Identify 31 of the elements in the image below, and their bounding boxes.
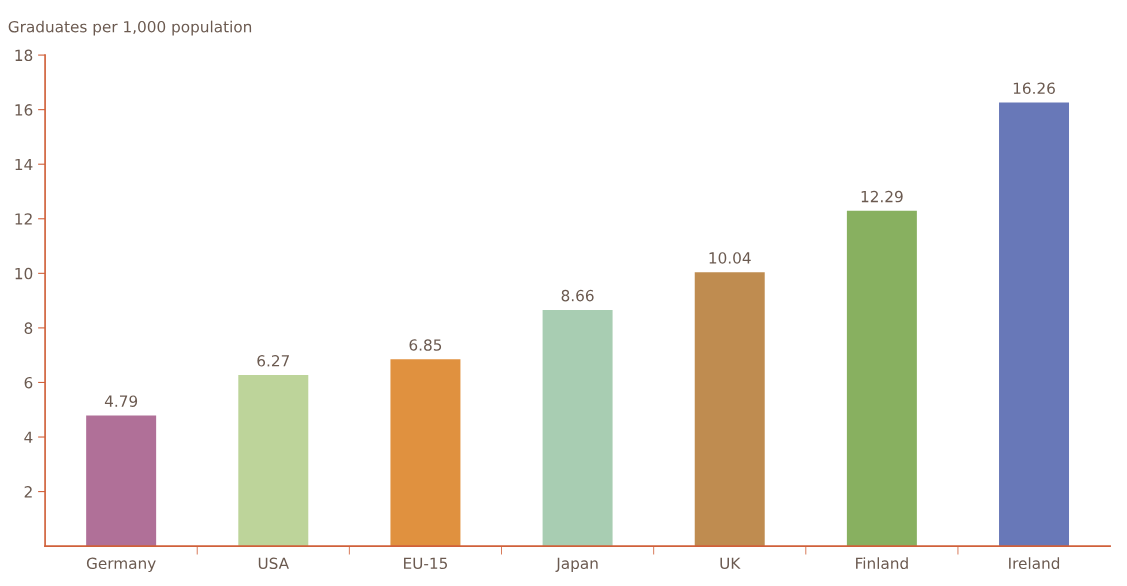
x-tick-label: Finland	[856, 557, 908, 570]
y-tick-label: 10	[15, 267, 33, 280]
y-tick-label: 14	[15, 158, 33, 171]
x-tick-label: Germany	[86, 557, 156, 573]
y-tick-label: 16	[15, 104, 33, 116]
data-label: 10.04	[709, 252, 751, 264]
bar	[846, 210, 917, 547]
x-tick-label: EU-15	[404, 557, 447, 570]
y-tick-label: 12	[15, 213, 32, 225]
x-tick-label: Ireland	[1009, 557, 1060, 570]
data-label: 4.79	[104, 395, 138, 407]
data-label: 16.26	[1013, 82, 1055, 95]
data-label: 12.29	[861, 190, 903, 203]
x-tick-label: USA	[258, 557, 289, 570]
data-label: 8.66	[561, 289, 594, 302]
bar	[238, 375, 309, 547]
bar	[86, 415, 157, 547]
y-tick-label: 8	[24, 322, 33, 334]
bar	[694, 272, 765, 547]
y-tick-label: 2	[24, 486, 32, 498]
y-axis-title: Graduates per 1,000 population	[8, 20, 252, 36]
x-tick-label: Japan	[555, 557, 598, 573]
x-tick-label: UK	[720, 557, 741, 570]
y-tick-label: 6	[24, 376, 33, 389]
bar	[390, 359, 461, 547]
bar	[999, 102, 1070, 547]
bar	[542, 309, 613, 547]
data-label: 6.27	[257, 355, 289, 367]
y-tick-label: 18	[15, 49, 33, 62]
y-tick-label: 4	[24, 431, 33, 443]
data-label: 6.85	[409, 339, 442, 351]
